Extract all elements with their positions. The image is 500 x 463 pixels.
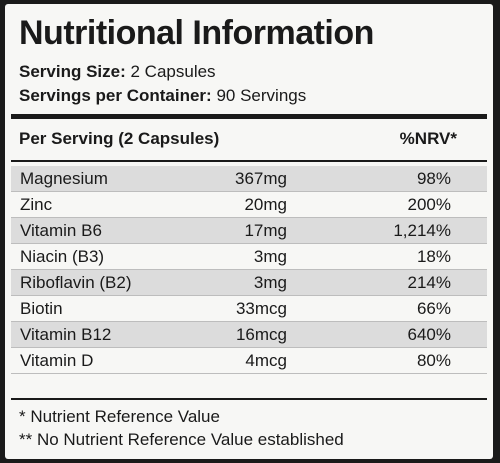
nutrient-nrv: 200% — [407, 195, 451, 214]
nutrient-name: Biotin — [20, 299, 63, 318]
footnote-no-nrv: ** No Nutrient Reference Value establish… — [19, 430, 344, 449]
table-row: Magnesium 367mg 98% — [11, 166, 487, 192]
table-header-right: %NRV* — [399, 129, 457, 148]
nutrient-amount: 367mg — [235, 169, 287, 188]
servings-per-container-value: 90 Servings — [216, 86, 307, 105]
serving-size-label: Serving Size: — [19, 62, 126, 81]
nutrient-amount: 33mcg — [235, 299, 287, 318]
table-header-left: Per Serving (2 Capsules) — [19, 129, 220, 148]
nutrient-name: Zinc — [20, 195, 53, 214]
nutrient-nrv: 66% — [416, 299, 451, 318]
nutrient-nrv: 98% — [416, 169, 451, 188]
nutrient-nrv: 18% — [416, 247, 451, 266]
table-row: Zinc 20mg 200% — [11, 192, 487, 218]
nutrient-name: Vitamin B12 — [20, 325, 112, 344]
divider-thick — [11, 114, 487, 119]
table-row: Riboflavin (B2) 3mg 214% — [11, 270, 487, 296]
nutrition-panel: Nutritional Information Serving Size: 2 … — [5, 4, 493, 459]
nutrient-name: Vitamin B6 — [20, 221, 102, 240]
table-row: Niacin (B3) 3mg 18% — [11, 244, 487, 270]
divider-footer — [11, 398, 487, 400]
nutrient-name: Niacin (B3) — [20, 247, 105, 266]
serving-size-line: Serving Size: 2 Capsules — [19, 62, 216, 82]
nutrient-table: Magnesium 367mg 98% Zinc 20mg 200% Vitamin B6 1… — [11, 166, 487, 374]
table-row: Vitamin B6 17mg 1,214% — [11, 218, 487, 244]
serving-size-value: 2 Capsules — [130, 62, 216, 81]
nutrient-amount: 3mg — [253, 273, 287, 292]
nutrient-amount: 17mg — [244, 221, 287, 240]
servings-per-container-line: Servings per Container: 90 Servings — [19, 86, 306, 106]
divider-header — [11, 160, 487, 162]
table-row: Biotin 33mcg 66% — [11, 296, 487, 322]
panel-title: Nutritional Information — [19, 14, 374, 52]
footnote-nrv: * Nutrient Reference Value — [19, 407, 220, 426]
table-row: Vitamin B12 16mcg 640% — [11, 322, 487, 348]
nutrient-nrv: 214% — [407, 273, 451, 292]
nutrient-amount: 4mcg — [245, 351, 287, 370]
nutrient-name: Magnesium — [20, 169, 108, 188]
nutrient-amount: 16mcg — [235, 325, 287, 344]
nutrient-name: Riboflavin (B2) — [20, 273, 132, 292]
table-row: Vitamin D 4mcg 80% — [11, 348, 487, 374]
nutrient-nrv: 1,214% — [393, 221, 451, 240]
nutrient-amount: 3mg — [253, 247, 287, 266]
nutrient-amount: 20mg — [244, 195, 287, 214]
nutrient-nrv: 640% — [407, 325, 451, 344]
servings-per-container-label: Servings per Container: — [19, 86, 212, 105]
nutrient-name: Vitamin D — [20, 351, 94, 370]
nutrient-nrv: 80% — [416, 351, 451, 370]
